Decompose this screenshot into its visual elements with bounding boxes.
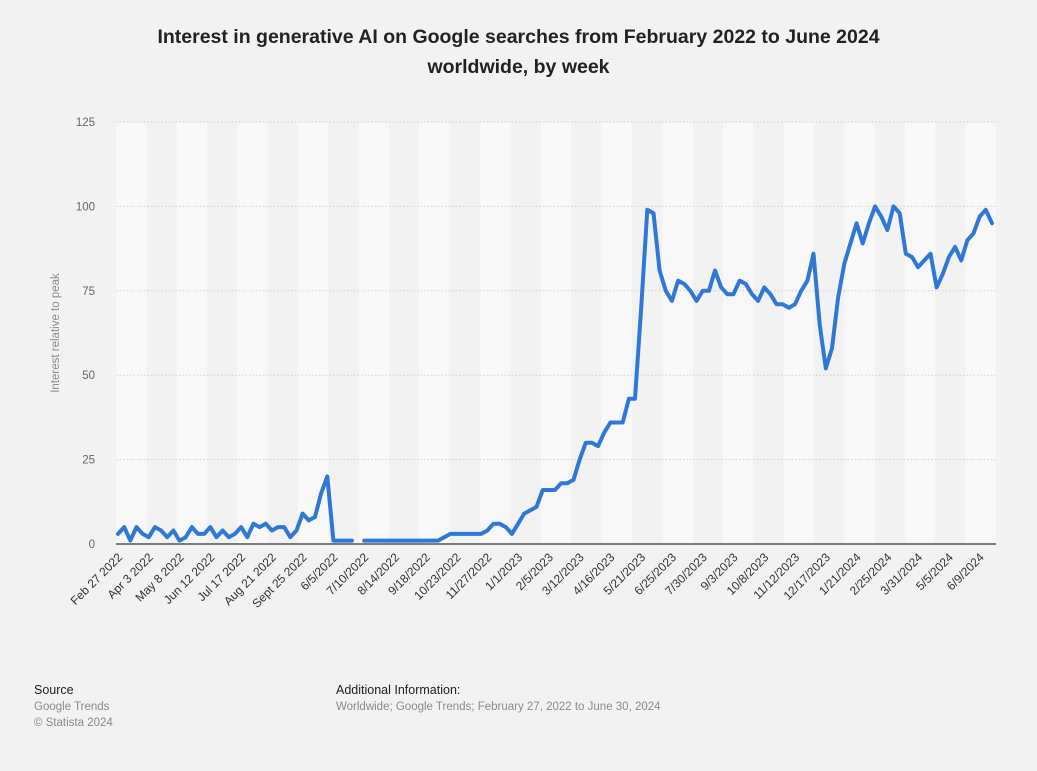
chart-band: [540, 122, 572, 544]
chart-band: [601, 122, 632, 544]
chart-band: [298, 122, 329, 544]
chart-band: [662, 122, 693, 544]
y-tick-label: 25: [82, 455, 95, 467]
chart-bands: [116, 122, 996, 544]
chart-title-line2: worldwide, by week: [427, 56, 610, 78]
y-tick-label: 0: [89, 539, 95, 551]
y-tick-label: 125: [76, 117, 95, 129]
y-tick-label: 100: [76, 201, 95, 213]
chart-band: [904, 122, 936, 544]
chart-band: [176, 122, 208, 544]
chart-band: [783, 122, 814, 544]
y-axis-label: Interest relative to peak: [50, 273, 62, 393]
chart-band: [722, 122, 754, 544]
y-tick-label: 50: [82, 370, 95, 382]
chart-band: [358, 122, 390, 544]
source-label: Source: [34, 683, 74, 697]
chart-band: [419, 122, 450, 544]
series-line: [362, 204, 994, 543]
series-line: [116, 474, 354, 543]
chart-band: [965, 122, 996, 544]
chart-band: [480, 122, 511, 544]
chart-series: [116, 204, 994, 543]
chart-title: Interest in generative AI on Google sear…: [0, 22, 1037, 82]
copyright-text: © Statista 2024: [34, 717, 113, 729]
y-axis-ticks: 0 25 50 75 100 125: [76, 117, 95, 551]
chart-gridlines: [116, 121, 996, 545]
chart-band: [116, 122, 147, 544]
additional-info-text: Worldwide; Google Trends; February 27, 2…: [336, 701, 661, 713]
source-name[interactable]: Google Trends: [34, 701, 110, 713]
chart-band: [237, 122, 268, 544]
y-tick-label: 75: [82, 286, 95, 298]
chart-band: [844, 122, 875, 544]
additional-info-label: Additional Information:: [336, 683, 461, 697]
chart-title-line1: Interest in generative AI on Google sear…: [157, 26, 880, 48]
